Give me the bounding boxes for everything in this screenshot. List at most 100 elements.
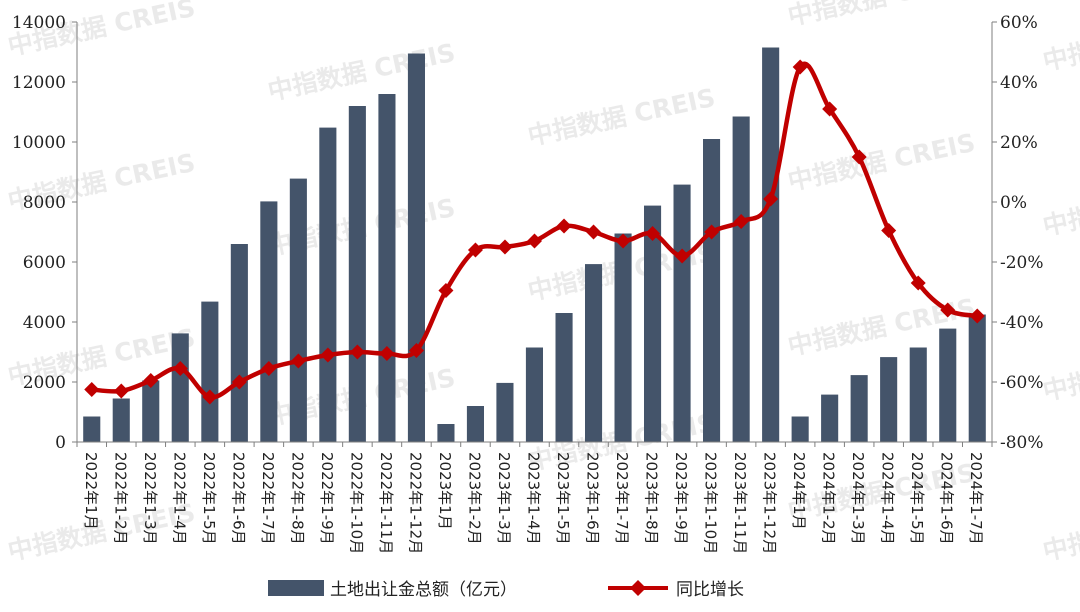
- x-category-label: 2023年1-3月: [495, 452, 513, 545]
- growth-point-7: [290, 353, 306, 369]
- left-tick-label: 6000: [23, 253, 66, 273]
- x-category-label: 2023年1-10月: [702, 452, 720, 554]
- legend-bar-label: 土地出让金总额（亿元）: [330, 580, 517, 600]
- growth-point-16: [556, 218, 572, 234]
- x-category-label: 2022年1月: [82, 452, 100, 530]
- bar-8: [319, 127, 337, 442]
- legend-line-marker: [630, 580, 646, 596]
- x-category-label: 2022年1-9月: [318, 452, 336, 545]
- left-tick-label: 12000: [12, 73, 66, 93]
- growth-point-15: [527, 233, 542, 249]
- legend-line-label: 同比增长: [676, 580, 744, 600]
- bar-30: [968, 314, 986, 442]
- growth-point-11: [408, 343, 424, 358]
- growth-point-18: [615, 233, 631, 249]
- bar-15: [525, 347, 543, 442]
- x-category-label: 2023年1月: [436, 452, 454, 530]
- bar-2: [142, 380, 160, 442]
- axes: 0 2000 4000 6000 8000 10000 12000 14000 -80% -60%…: [12, 13, 1044, 453]
- watermark-text: 中指数据 CREIS: [785, 0, 978, 31]
- x-category-label: 2022年1-12月: [406, 452, 424, 554]
- bar-9: [348, 106, 366, 442]
- bar-28: [909, 347, 927, 442]
- bar-14: [496, 382, 514, 442]
- watermark-text: 中指数据 CREIS: [785, 128, 978, 196]
- x-category-label: 2022年1-2月: [111, 452, 129, 545]
- x-category-label: 2022年1-4月: [170, 452, 188, 545]
- bar-12: [437, 424, 455, 442]
- x-category-label: 2024年1-7月: [967, 452, 985, 545]
- x-category-label: 2023年1-12月: [761, 452, 779, 554]
- bar-20: [673, 184, 691, 442]
- bar-16: [555, 313, 573, 442]
- growth-point-30: [969, 308, 985, 324]
- bar-10: [378, 94, 396, 442]
- bar-13: [466, 406, 484, 442]
- watermark-text: 中指数据 CREIS: [1040, 173, 1080, 241]
- legend-bar-swatch: [268, 580, 324, 596]
- x-category-label: 2022年1-8月: [288, 452, 306, 545]
- bar-21: [703, 139, 721, 442]
- x-category-label: 2022年1-6月: [229, 452, 247, 545]
- x-category-label: 2024年1-6月: [938, 452, 956, 545]
- watermark-text: 中指数据 CREIS: [265, 38, 458, 106]
- x-category-label: 2023年1-8月: [643, 452, 661, 545]
- x-axis-labels: 2022年1月 2022年1-2月 2022年1-3月 2022年1-4月 2022年1…: [82, 452, 985, 554]
- left-tick-label: 10000: [12, 133, 66, 153]
- growth-point-20: [674, 248, 690, 264]
- growth-point-24: [792, 59, 808, 75]
- growth-point-27: [881, 223, 897, 238]
- growth-point-21: [704, 224, 720, 240]
- growth-point-4: [202, 389, 218, 405]
- bar-11: [407, 53, 425, 442]
- growth-point-3: [172, 361, 188, 376]
- x-category-label: 2024年1-3月: [849, 452, 867, 545]
- bar-29: [939, 328, 957, 442]
- growth-point-19: [645, 226, 661, 241]
- line-series: [84, 59, 985, 405]
- growth-point-12: [438, 283, 454, 298]
- growth-point-0: [84, 382, 100, 397]
- growth-point-2: [143, 373, 159, 388]
- bar-26: [850, 375, 868, 442]
- growth-point-17: [586, 224, 602, 240]
- left-tick-label: 4000: [23, 313, 66, 333]
- x-category-label: 2022年1-7月: [259, 452, 277, 545]
- bar-1: [112, 398, 130, 442]
- bar-19: [644, 205, 662, 442]
- bar-24: [791, 416, 809, 442]
- growth-point-13: [467, 242, 483, 258]
- bar-series: [83, 47, 986, 442]
- x-category-label: 2023年1-5月: [554, 452, 572, 545]
- growth-point-5: [231, 374, 247, 390]
- right-tick-label: 40%: [1000, 73, 1038, 93]
- left-tick-label: 8000: [23, 193, 66, 213]
- right-tick-label: -80%: [1000, 433, 1044, 453]
- x-category-label: 2022年1-5月: [200, 452, 218, 545]
- bar-27: [880, 357, 898, 442]
- x-category-label: 2024年1-4月: [879, 452, 897, 545]
- x-category-label: 2023年1-4月: [525, 452, 543, 545]
- growth-point-25: [822, 101, 838, 117]
- x-category-label: 2022年1-10月: [347, 452, 365, 554]
- watermark-text: 中指数据 CREIS: [1040, 498, 1080, 566]
- bar-0: [83, 416, 101, 442]
- growth-point-29: [940, 302, 956, 318]
- right-tick-label: -20%: [1000, 253, 1044, 273]
- growth-point-14: [497, 239, 513, 255]
- growth-point-8: [320, 347, 336, 363]
- bar-7: [289, 178, 307, 442]
- x-category-label: 2024年1-5月: [908, 452, 926, 545]
- growth-point-23: [763, 191, 779, 207]
- right-tick-label: 20%: [1000, 133, 1038, 153]
- growth-point-26: [851, 149, 867, 165]
- bar-23: [762, 47, 780, 442]
- right-tick-label: -60%: [1000, 373, 1044, 393]
- left-tick-label: 2000: [23, 373, 66, 393]
- growth-point-6: [261, 361, 277, 376]
- bar-6: [260, 201, 278, 442]
- growth-point-28: [910, 275, 926, 291]
- bar-4: [201, 301, 219, 442]
- x-category-label: 2022年1-11月: [377, 452, 395, 554]
